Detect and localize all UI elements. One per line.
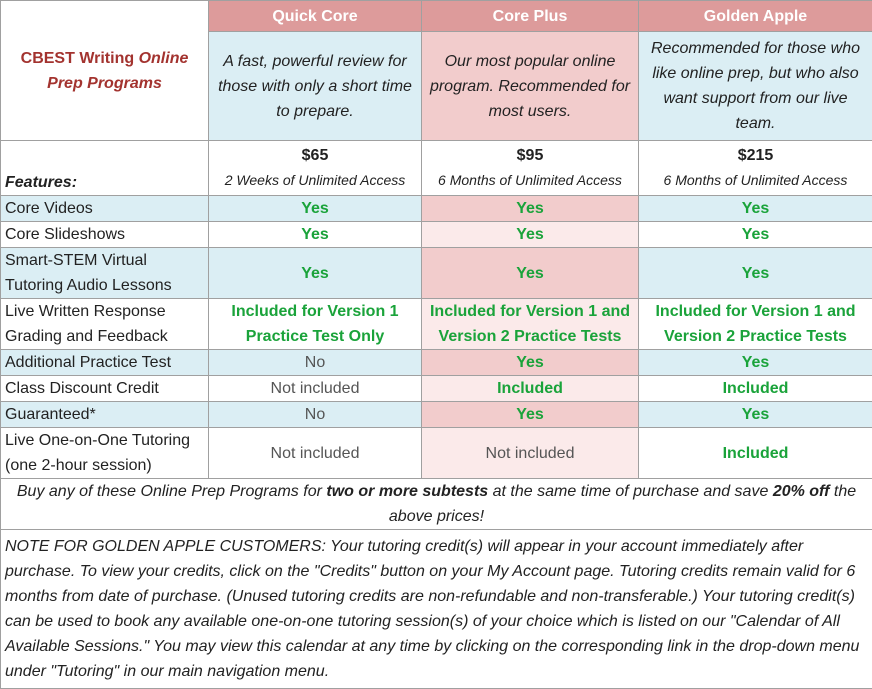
feature-value: Not included — [209, 428, 422, 479]
table-row: Live Written Response Grading and Feedba… — [1, 299, 872, 350]
table-row: Class Discount Credit Not included Inclu… — [1, 376, 872, 402]
feature-value: Yes — [209, 222, 422, 248]
buy-highlight: two or more subtests — [326, 483, 488, 500]
access-duration: 6 Months of Unlimited Access — [643, 168, 868, 193]
feature-value: Yes — [639, 402, 872, 428]
feature-value: Yes — [209, 248, 422, 299]
plan-name-core-plus: Core Plus — [422, 1, 639, 32]
price-value: $95 — [426, 143, 634, 168]
multi-subtest-discount: Buy any of these Online Prep Programs fo… — [1, 479, 872, 530]
golden-apple-note: NOTE FOR GOLDEN APPLE CUSTOMERS: Your tu… — [1, 530, 872, 689]
feature-value: No — [209, 402, 422, 428]
plan-desc-quick-core: A fast, powerful review for those with o… — [209, 32, 422, 141]
feature-value: Not included — [422, 428, 639, 479]
feature-label: Guaranteed* — [1, 402, 209, 428]
price-quick-core: $65 2 Weeks of Unlimited Access — [209, 141, 422, 196]
table-row: Core Videos Yes Yes Yes — [1, 196, 872, 222]
feature-label: Core Slideshows — [1, 222, 209, 248]
plan-name-quick-core: Quick Core — [209, 1, 422, 32]
brand-line1-italic: Online — [139, 50, 189, 67]
price-core-plus: $95 6 Months of Unlimited Access — [422, 141, 639, 196]
feature-value: No — [209, 350, 422, 376]
features-label: Features: — [1, 141, 209, 196]
feature-label: Live Written Response Grading and Feedba… — [1, 299, 209, 350]
plan-desc-core-plus: Our most popular online program. Recomme… — [422, 32, 639, 141]
price-golden-apple: $215 6 Months of Unlimited Access — [639, 141, 872, 196]
access-duration: 6 Months of Unlimited Access — [426, 168, 634, 193]
buy-highlight: 20% off — [773, 483, 830, 500]
brand-line2: Prep Programs — [47, 75, 162, 92]
feature-label: Core Videos — [1, 196, 209, 222]
buy-text: at the same time of purchase and save — [493, 483, 769, 500]
feature-label: Smart-STEM Virtual Tutoring Audio Lesson… — [1, 248, 209, 299]
feature-value: Included — [639, 376, 872, 402]
feature-value: Not included — [209, 376, 422, 402]
feature-value: Included for Version 1 Practice Test Onl… — [209, 299, 422, 350]
feature-label: Additional Practice Test — [1, 350, 209, 376]
brand-title: CBEST Writing Online Prep Programs — [1, 1, 209, 141]
table-row: Core Slideshows Yes Yes Yes — [1, 222, 872, 248]
feature-label: Live One-on-One Tutoring (one 2-hour ses… — [1, 428, 209, 479]
table-row: Smart-STEM Virtual Tutoring Audio Lesson… — [1, 248, 872, 299]
buy-text: Buy any of these Online Prep Programs fo… — [17, 483, 322, 500]
plan-desc-golden-apple: Recommended for those who like online pr… — [639, 32, 872, 141]
feature-value: Yes — [639, 350, 872, 376]
feature-value: Yes — [422, 350, 639, 376]
table-row: Guaranteed* No Yes Yes — [1, 402, 872, 428]
feature-value: Yes — [422, 248, 639, 299]
feature-value: Included — [639, 428, 872, 479]
feature-value: Yes — [422, 196, 639, 222]
price-value: $215 — [643, 143, 868, 168]
feature-value: Yes — [422, 402, 639, 428]
table-row: Live One-on-One Tutoring (one 2-hour ses… — [1, 428, 872, 479]
feature-value: Yes — [639, 248, 872, 299]
feature-value: Included for Version 1 and Version 2 Pra… — [639, 299, 872, 350]
feature-value: Included for Version 1 and Version 2 Pra… — [422, 299, 639, 350]
feature-value: Yes — [422, 222, 639, 248]
feature-value: Yes — [639, 222, 872, 248]
price-value: $65 — [213, 143, 417, 168]
feature-value: Yes — [209, 196, 422, 222]
brand-line1: CBEST Writing — [21, 50, 134, 67]
feature-value: Included — [422, 376, 639, 402]
feature-value: Yes — [639, 196, 872, 222]
table-row: Additional Practice Test No Yes Yes — [1, 350, 872, 376]
plan-name-golden-apple: Golden Apple — [639, 1, 872, 32]
access-duration: 2 Weeks of Unlimited Access — [213, 168, 417, 193]
feature-label: Class Discount Credit — [1, 376, 209, 402]
